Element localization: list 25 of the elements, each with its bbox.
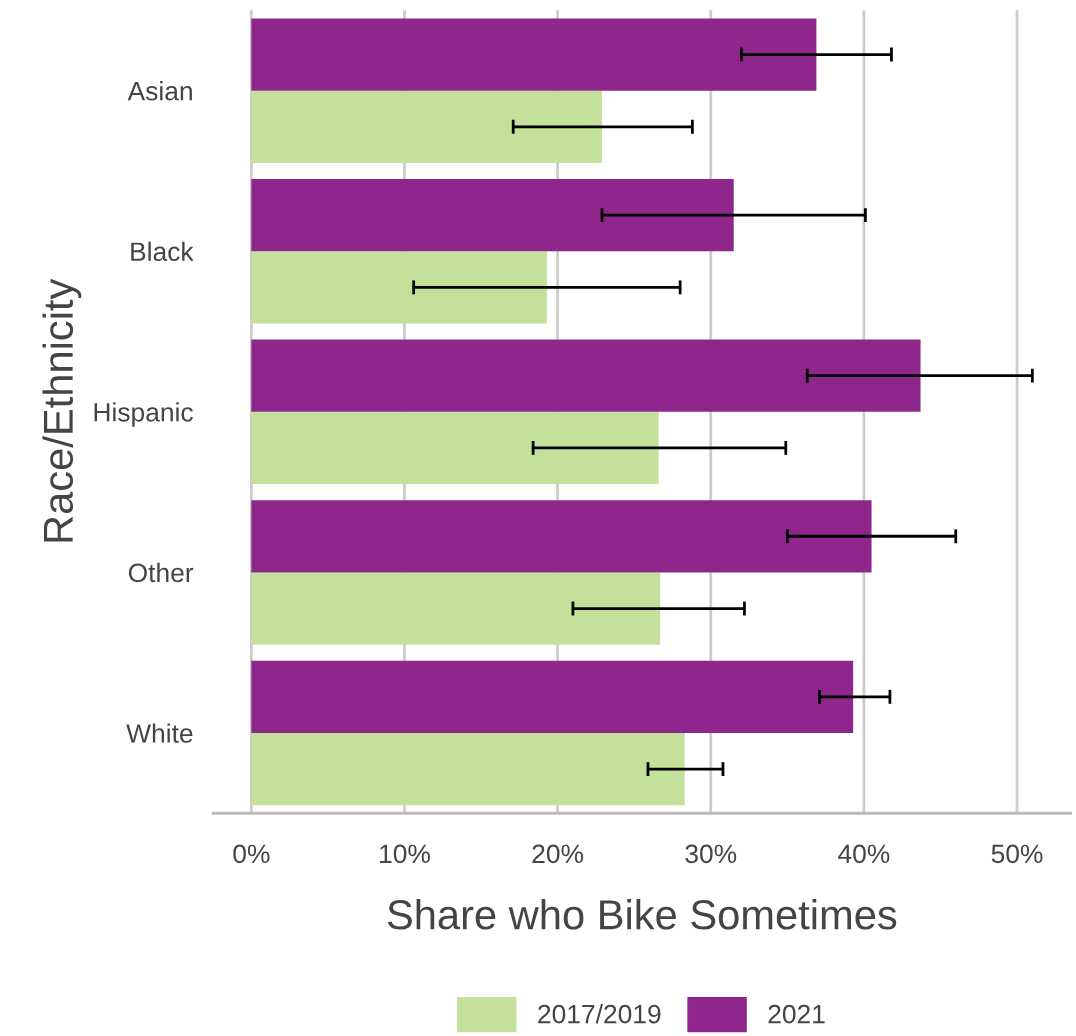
- x-axis-title: Share who Bike Sometimes: [387, 898, 897, 930]
- x-tick-label: 10%: [380, 844, 430, 864]
- y-tick-label: Hispanic: [94, 402, 193, 427]
- legend-label: 2021: [768, 1004, 825, 1024]
- bar: [251, 339, 921, 412]
- legend-label: 2017/2019: [538, 1004, 661, 1024]
- bar: [251, 732, 685, 806]
- bar: [251, 251, 547, 324]
- y-tick-label: Other: [128, 562, 194, 583]
- x-tick-label: 50%: [991, 844, 1043, 864]
- bar: [251, 572, 661, 645]
- bar: [251, 500, 872, 573]
- y-axis-title: Race/Ethnicity: [42, 278, 82, 542]
- y-tick-label: Asian: [127, 81, 192, 101]
- y-tick-label: White: [126, 723, 193, 743]
- bar: [251, 660, 854, 733]
- bar: [251, 411, 659, 485]
- x-tick-label: 30%: [685, 844, 737, 864]
- bar: [251, 18, 817, 91]
- x-tick-label: 20%: [532, 844, 584, 864]
- bar: [251, 178, 734, 252]
- bar: [251, 90, 603, 163]
- y-tick-label: Black: [131, 241, 194, 262]
- x-tick-label: 40%: [838, 844, 890, 864]
- x-tick-label: 0%: [233, 844, 270, 864]
